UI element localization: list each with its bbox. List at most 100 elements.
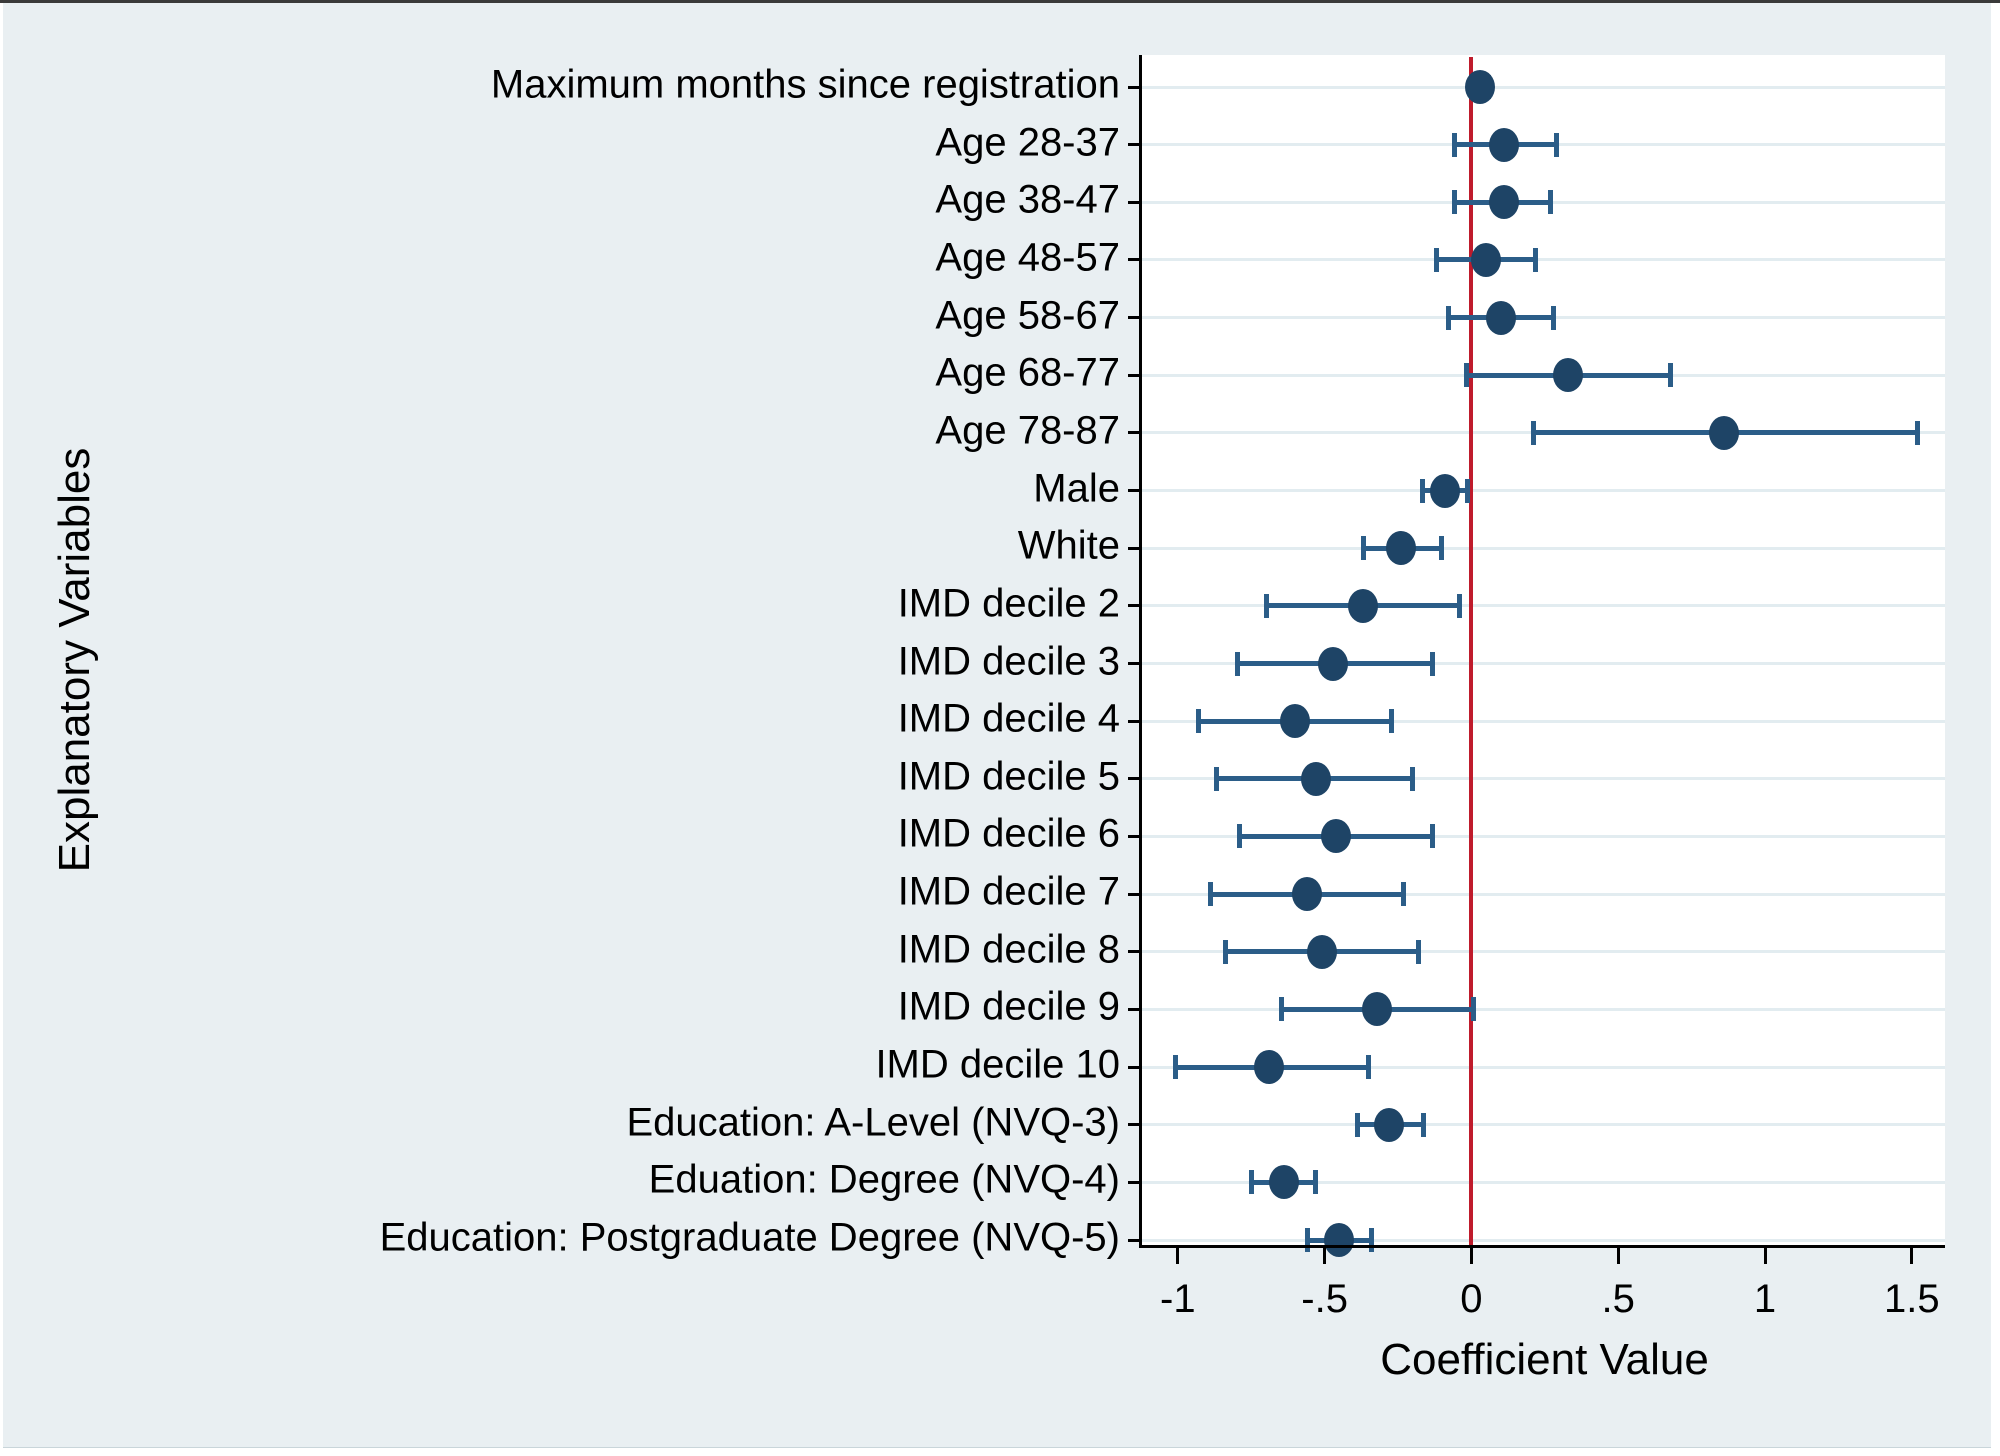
ci-cap-right: [1421, 1112, 1427, 1137]
coefficient-point: [1300, 761, 1331, 796]
y-axis-tick: [1128, 777, 1142, 781]
y-axis-tick: [1128, 258, 1142, 262]
category-label: Age 48-57: [935, 235, 1120, 280]
coefficient-point: [1374, 1107, 1405, 1142]
ci-cap-left: [1196, 709, 1202, 734]
gridline: [1142, 85, 1945, 89]
y-axis-tick: [1128, 546, 1142, 550]
ci-cap-right: [1312, 1170, 1318, 1195]
gridline: [1142, 892, 1945, 896]
zero-reference-line: [1469, 57, 1474, 1245]
gridline: [1142, 719, 1945, 723]
gridline: [1142, 1007, 1945, 1011]
coefficient-point: [1268, 1165, 1299, 1200]
x-axis-line: [1139, 1245, 1945, 1248]
y-axis-tick: [1128, 719, 1142, 723]
category-label: Age 38-47: [935, 177, 1120, 222]
y-axis-tick: [1128, 316, 1142, 320]
ci-cap-left: [1249, 1170, 1255, 1195]
ci-cap-right: [1550, 305, 1556, 330]
category-label: IMD decile 5: [897, 754, 1120, 799]
category-label: Education: A-Level (NVQ-3): [626, 1100, 1120, 1145]
gridline: [1142, 1123, 1945, 1127]
ci-cap-left: [1208, 882, 1214, 907]
category-label: Age 68-77: [935, 350, 1120, 395]
coefficient-point: [1318, 646, 1349, 681]
screenshot-top-border: [0, 0, 2000, 3]
coefficient-point: [1280, 704, 1311, 739]
x-tick-label: .5: [1601, 1277, 1635, 1321]
y-axis-tick: [1128, 373, 1142, 377]
ci-cap-right: [1465, 478, 1471, 503]
x-tick-label: 1.5: [1884, 1277, 1940, 1321]
ci-cap-left: [1237, 824, 1243, 849]
x-axis-tick: [1469, 1248, 1473, 1264]
y-axis-tick: [1128, 950, 1142, 954]
ci-cap-right: [1389, 709, 1395, 734]
ci-cap-right: [1914, 420, 1920, 445]
x-axis-title: Coefficient Value: [1380, 1335, 1709, 1384]
gridline: [1142, 258, 1945, 262]
coefficient-point: [1362, 992, 1393, 1027]
ci-cap-right: [1456, 593, 1462, 618]
ci-cap-right: [1439, 536, 1445, 561]
ci-cap-left: [1278, 997, 1284, 1022]
coefficient-point: [1321, 819, 1352, 854]
ci-cap-left: [1434, 247, 1440, 272]
coefficient-point: [1385, 531, 1416, 566]
gridline: [1142, 1238, 1945, 1242]
ci-cap-right: [1400, 882, 1406, 907]
ci-cap-right: [1415, 939, 1421, 964]
ci-cap-left: [1222, 939, 1228, 964]
gridline: [1142, 1065, 1945, 1069]
ci-cap-right: [1553, 132, 1559, 157]
ci-cap-left: [1463, 363, 1469, 388]
y-axis-tick: [1128, 834, 1142, 838]
ci-cap-right: [1368, 1228, 1374, 1252]
y-axis-title: Explanatory Variables: [50, 447, 99, 873]
ci-cap-left: [1172, 1055, 1178, 1080]
gridline: [1142, 777, 1945, 781]
coefficient-point: [1292, 877, 1322, 912]
y-axis-tick: [1128, 85, 1142, 89]
coefficient-point: [1471, 242, 1502, 277]
category-label: IMD decile 7: [897, 869, 1120, 914]
y-axis-tick: [1128, 489, 1142, 493]
x-tick-label: 0: [1460, 1277, 1483, 1321]
coefficient-point: [1553, 358, 1584, 393]
gridline: [1142, 834, 1945, 838]
y-axis-tick: [1128, 662, 1142, 665]
ci-cap-right: [1471, 997, 1477, 1022]
ci-cap-left: [1234, 651, 1240, 676]
category-label: Education: Postgraduate Degree (NVQ-5): [379, 1215, 1120, 1260]
category-label: IMD decile 8: [897, 927, 1120, 972]
coefficient-point: [1429, 473, 1460, 508]
ci-cap-right: [1430, 824, 1436, 849]
category-label: Age 78-87: [935, 408, 1120, 453]
coefficient-point: [1485, 300, 1516, 335]
category-label: IMD decile 6: [897, 812, 1120, 857]
ci-cap-right: [1668, 363, 1674, 388]
coefficient-point: [1347, 588, 1378, 623]
category-label: Maximum months since registration: [490, 62, 1120, 107]
y-axis-line: [1139, 55, 1142, 1248]
y-axis-tick: [1128, 1238, 1142, 1242]
ci-cap-left: [1419, 478, 1425, 503]
y-axis-tick: [1128, 604, 1142, 608]
y-axis-tick: [1128, 892, 1142, 896]
gridline: [1142, 489, 1945, 493]
coefficient-point: [1488, 185, 1519, 220]
y-axis-tick: [1128, 200, 1142, 204]
coefficient-point: [1324, 1223, 1355, 1257]
y-axis-tick: [1128, 143, 1142, 147]
category-label: IMD decile 10: [875, 1042, 1120, 1087]
category-label: IMD decile 2: [897, 581, 1120, 626]
x-axis-tick: [1176, 1248, 1180, 1264]
gridline: [1142, 1180, 1945, 1184]
ci-cap-left: [1305, 1228, 1310, 1252]
ci-cap-right: [1365, 1055, 1371, 1080]
coefficient-point: [1253, 1050, 1284, 1085]
x-axis-tick: [1616, 1248, 1620, 1264]
x-axis-tick: [1323, 1248, 1327, 1264]
ci-cap-right: [1430, 651, 1436, 676]
